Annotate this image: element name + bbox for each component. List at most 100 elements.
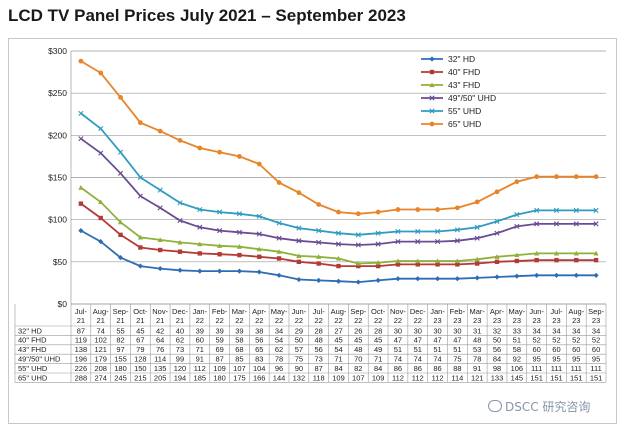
- table-cell: 59: [215, 336, 223, 345]
- data-point: [157, 205, 163, 211]
- data-point: [197, 224, 203, 230]
- table-cell: 109: [372, 373, 385, 382]
- data-point: [276, 235, 282, 241]
- table-cell: 29: [295, 326, 303, 335]
- table-cell: 86: [433, 364, 441, 373]
- table-cell: 34: [592, 326, 600, 335]
- table-cell: 71: [196, 345, 204, 354]
- data-point: [514, 258, 520, 264]
- legend-label: 43" FHD: [448, 80, 480, 90]
- x-tick-label: 21: [176, 316, 184, 325]
- data-point: [494, 254, 500, 259]
- table-cell: 49: [374, 345, 382, 354]
- table-cell: 71: [334, 355, 342, 364]
- table-cell: 56: [315, 345, 323, 354]
- data-point: [474, 199, 480, 205]
- table-cell: 40: [176, 326, 184, 335]
- data-point: [494, 189, 500, 195]
- table-cell: 107: [352, 373, 365, 382]
- table-cell: 34: [532, 326, 540, 335]
- table-cell: 70: [354, 355, 362, 364]
- data-point: [177, 137, 183, 143]
- table-row-label: 49"/50" UHD: [18, 355, 61, 364]
- x-tick-label: Mar-: [469, 307, 485, 316]
- data-point: [335, 255, 342, 261]
- data-point: [454, 227, 460, 233]
- data-point: [197, 206, 203, 213]
- table-cell: 62: [176, 336, 184, 345]
- data-point: [454, 238, 460, 244]
- table-cell: 86: [414, 364, 422, 373]
- x-tick-label: 22: [315, 316, 323, 325]
- data-point: [137, 120, 143, 126]
- data-point: [296, 225, 302, 231]
- table-cell: 107: [233, 364, 246, 373]
- table-cell: 62: [275, 345, 283, 354]
- table-cell: 151: [590, 373, 603, 382]
- data-point: [429, 121, 435, 127]
- data-point: [434, 239, 441, 245]
- x-tick-label: 23: [572, 316, 580, 325]
- data-point: [138, 245, 143, 250]
- table-cell: 97: [116, 345, 124, 354]
- table-cell: 120: [174, 364, 187, 373]
- table-cell: 60: [196, 336, 204, 345]
- data-point: [316, 277, 322, 283]
- data-point: [534, 250, 540, 256]
- data-point: [494, 274, 500, 280]
- table-cell: 226: [75, 364, 88, 373]
- data-point: [137, 193, 143, 199]
- x-tick-label: Nov-: [152, 307, 168, 316]
- data-point: [429, 95, 435, 101]
- data-point: [375, 230, 381, 236]
- table-cell: 28: [374, 326, 382, 335]
- table-cell: 215: [134, 373, 147, 382]
- table-cell: 69: [215, 345, 223, 354]
- data-point: [475, 261, 480, 266]
- table-cell: 121: [94, 345, 107, 354]
- data-point: [137, 234, 143, 240]
- table-cell: 106: [511, 364, 524, 373]
- table-cell: 75: [453, 355, 461, 364]
- y-tick-label: $100: [48, 215, 67, 225]
- legend-label: 32" HD: [448, 54, 475, 64]
- table-cell: 39: [196, 326, 204, 335]
- data-point: [355, 211, 361, 217]
- table-cell: 71: [374, 355, 382, 364]
- data-point: [177, 217, 183, 224]
- table-row-label: 32" HD: [18, 326, 43, 335]
- table-cell: 67: [136, 336, 144, 345]
- table-cell: 45: [136, 326, 144, 335]
- table-cell: 151: [550, 373, 563, 382]
- table-cell: 194: [174, 373, 187, 382]
- table-cell: 30: [394, 326, 402, 335]
- data-point: [177, 267, 183, 273]
- data-point: [98, 199, 104, 205]
- data-point: [157, 237, 163, 242]
- data-point: [429, 56, 435, 62]
- y-tick-label: $300: [48, 46, 67, 56]
- table-cell: 84: [493, 355, 501, 364]
- table-cell: 60: [572, 345, 580, 354]
- x-tick-label: May-: [508, 307, 525, 316]
- x-tick-label: 22: [414, 316, 422, 325]
- data-point: [296, 259, 302, 265]
- x-tick-label: 22: [255, 316, 263, 325]
- data-point: [197, 251, 202, 256]
- table-cell: 79: [136, 345, 144, 354]
- table-cell: 74: [433, 355, 441, 364]
- data-point: [474, 235, 480, 241]
- x-tick-label: 22: [334, 316, 342, 325]
- data-point: [593, 272, 599, 278]
- data-point: [395, 262, 401, 267]
- data-point: [256, 231, 262, 237]
- table-cell: 95: [592, 355, 600, 364]
- data-point: [257, 254, 262, 259]
- data-point: [217, 228, 223, 234]
- table-cell: 39: [215, 326, 223, 335]
- data-point: [429, 82, 435, 88]
- x-tick-label: Sep-: [113, 307, 129, 316]
- table-cell: 52: [572, 336, 580, 345]
- table-cell: 112: [194, 364, 206, 373]
- x-tick-label: 21: [116, 316, 124, 325]
